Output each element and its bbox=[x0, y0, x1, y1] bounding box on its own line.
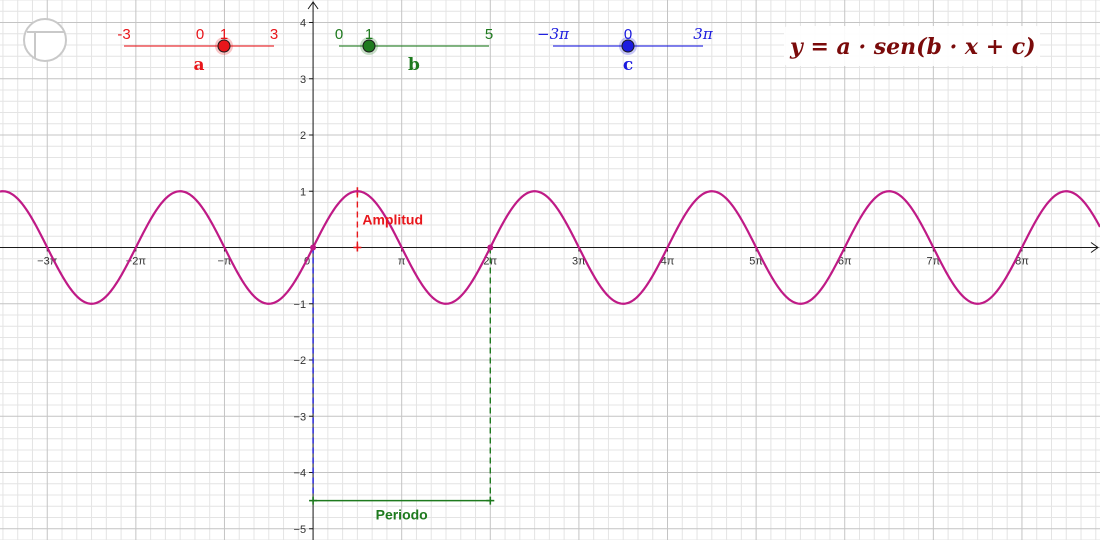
slider-b: 0 5 1 b bbox=[335, 26, 493, 75]
y-axis-arrow bbox=[307, 1, 319, 10]
x-tick-label: π bbox=[398, 256, 406, 268]
x-tick-label: 3π bbox=[572, 256, 586, 268]
slider-b-name: b bbox=[408, 55, 420, 75]
x-tick-label: 7π bbox=[926, 256, 940, 268]
y-tick-label: 3 bbox=[300, 74, 306, 86]
x-tick-label: 5π bbox=[749, 256, 763, 268]
x-tick-label: −π bbox=[217, 256, 231, 268]
slider-a-zero-label: 0 bbox=[196, 26, 204, 43]
slider-b-max-label: 5 bbox=[485, 26, 493, 43]
x-tick-label: 4π bbox=[661, 256, 675, 268]
y-tick-label: 4 bbox=[300, 18, 306, 30]
circle-quadrant-icon[interactable] bbox=[23, 18, 67, 62]
slider-a: -3 3 1a bbox=[117, 26, 278, 75]
slider-c-max-label: 3π bbox=[693, 25, 714, 43]
y-tick-label: −5 bbox=[294, 524, 307, 536]
period-marker bbox=[309, 247, 495, 505]
amplitude-label: Amplitud bbox=[362, 211, 423, 227]
slider-a-name: a bbox=[193, 55, 204, 75]
slider-b-value-label: 1 bbox=[365, 26, 373, 43]
slider-b-knob[interactable] bbox=[362, 39, 376, 53]
formula-text: y = a · sen(b · x + c) bbox=[789, 34, 1036, 60]
slider-c: −3π 3π 0 c bbox=[537, 25, 714, 75]
slider-a-value-label: 1 bbox=[220, 26, 228, 43]
origin-point[interactable] bbox=[310, 244, 317, 251]
x-axis-arrow bbox=[1090, 242, 1099, 253]
y-tick-label: −4 bbox=[294, 468, 307, 480]
y-tick-label: 2 bbox=[300, 130, 306, 142]
x-tick-label: 6π bbox=[838, 256, 852, 268]
y-tick-label: 1 bbox=[300, 186, 306, 198]
slider-c-value-label: 0 bbox=[624, 26, 632, 43]
slider-b-min-label: 0 bbox=[335, 26, 343, 43]
slider-c-name: c bbox=[623, 55, 633, 75]
slider-a-min-label: -3 bbox=[117, 26, 130, 43]
period-label: Periodo bbox=[376, 507, 428, 523]
y-tick-label: −1 bbox=[294, 299, 307, 311]
period-end-point[interactable] bbox=[487, 244, 494, 251]
slider-a-knob[interactable] bbox=[217, 39, 231, 53]
y-tick-label: −2 bbox=[294, 355, 307, 367]
formula-box: y = a · sen(b · x + c) bbox=[784, 26, 1040, 66]
x-tick-label: 8π bbox=[1015, 256, 1029, 268]
x-ticks: −3π −2π −π 0 π 2π 3π 4π 5π 6π 7π 8π bbox=[37, 247, 1029, 268]
y-tick-label: −3 bbox=[294, 411, 307, 423]
slider-c-min-label: −3π bbox=[537, 25, 570, 43]
slider-c-knob[interactable] bbox=[621, 39, 635, 53]
y-ticks: −5 −4 −3 −2 −1 1 2 3 4 bbox=[294, 18, 314, 536]
sine-curve bbox=[0, 190, 1100, 305]
slider-a-max-label: 3 bbox=[270, 26, 278, 43]
